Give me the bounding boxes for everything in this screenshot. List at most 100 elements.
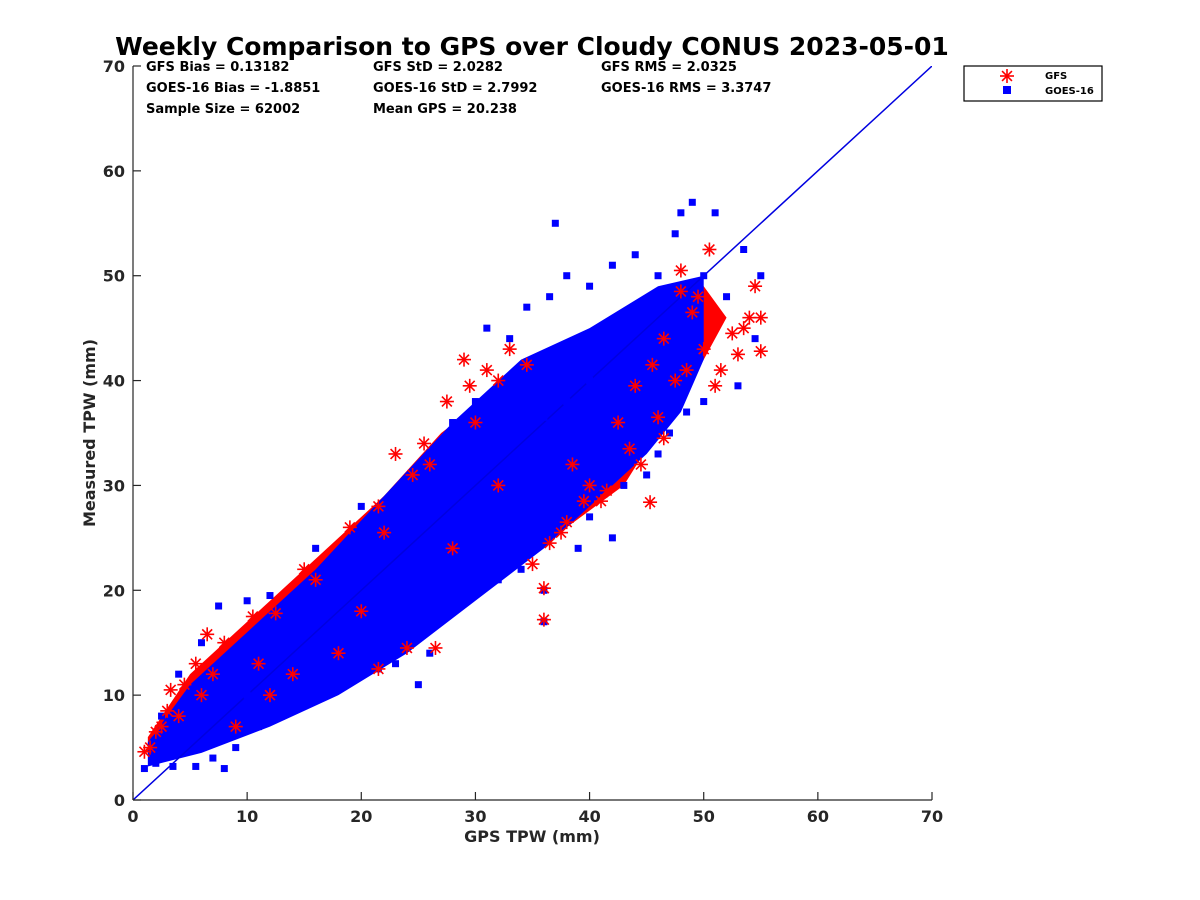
y-tick-label: 70 <box>103 57 125 76</box>
goes-point <box>220 765 228 773</box>
stat-text: GFS StD = 2.0282 <box>373 60 503 75</box>
x-tick-label: 60 <box>807 807 829 826</box>
goes-point <box>152 749 160 757</box>
goes-point <box>426 649 434 657</box>
gfs-point <box>736 321 751 336</box>
goes-point <box>654 272 662 280</box>
gfs-point <box>565 457 580 472</box>
goes-point <box>740 246 748 253</box>
gfs-point <box>656 431 671 446</box>
gfs-point <box>730 347 745 362</box>
gfs-point <box>160 703 175 718</box>
y-axis-label: Measured TPW (mm) <box>80 339 99 527</box>
goes-point <box>414 681 422 689</box>
gfs-point <box>559 515 574 530</box>
gfs-point <box>171 709 186 724</box>
gfs-point <box>673 263 688 278</box>
goes-point <box>197 639 205 647</box>
goes-point <box>403 565 411 573</box>
gfs-point <box>371 499 386 514</box>
gfs-point <box>228 719 243 734</box>
goes-point <box>323 670 331 678</box>
gfs-point <box>177 677 192 692</box>
gfs-point <box>576 494 591 509</box>
gfs-point <box>502 342 517 357</box>
goes-point <box>654 324 662 332</box>
goes-point <box>608 366 616 374</box>
goes-point <box>700 272 708 280</box>
stat-text: Mean GPS = 20.238 <box>373 102 517 117</box>
gfs-point <box>445 541 460 556</box>
goes-point <box>494 450 502 458</box>
gfs-point <box>679 363 694 378</box>
goes-point <box>140 765 148 773</box>
goes-point <box>192 762 200 770</box>
gfs-point <box>748 279 763 294</box>
goes-point <box>757 272 765 280</box>
gfs-point <box>651 410 666 425</box>
stat-text: GFS Bias = 0.13182 <box>146 60 289 75</box>
goes-point <box>158 712 166 720</box>
goes-dense-region <box>147 275 704 767</box>
goes-point <box>426 450 434 458</box>
x-tick-label: 30 <box>464 807 486 826</box>
goes-point <box>175 670 183 678</box>
goes-point <box>346 660 354 668</box>
goes-point <box>483 324 491 332</box>
goes-point <box>220 702 228 710</box>
goes-point <box>300 702 308 710</box>
gfs-point <box>217 635 232 650</box>
x-tick-label: 50 <box>693 807 715 826</box>
gfs-point <box>633 457 648 472</box>
goes-point <box>243 691 251 699</box>
goes-point <box>277 712 285 720</box>
goes-point <box>683 408 691 416</box>
gfs-point <box>245 609 260 624</box>
gfs-point <box>417 436 432 451</box>
gfs-point <box>388 446 403 461</box>
gfs-point <box>468 415 483 430</box>
gfs-point <box>297 562 312 577</box>
gfs-point <box>342 520 357 535</box>
goes-point <box>449 419 457 427</box>
goes-point <box>437 597 445 605</box>
y-tick-label: 50 <box>103 267 125 286</box>
gfs-point <box>691 289 706 304</box>
goes-point <box>232 744 240 752</box>
goes-point <box>540 413 548 421</box>
gfs-point <box>491 373 506 388</box>
goes-point <box>523 303 531 311</box>
goes-point <box>574 544 582 552</box>
y-tick-label: 0 <box>114 791 125 810</box>
x-tick-label: 40 <box>578 807 600 826</box>
gfs-point <box>611 415 626 430</box>
goes-point <box>551 219 559 227</box>
gfs-point <box>188 656 203 671</box>
gfs-point <box>643 495 658 510</box>
gfs-point <box>645 357 660 372</box>
gfs-point <box>377 525 392 540</box>
chart-title: Weekly Comparison to GPS over Cloudy CON… <box>115 32 949 61</box>
gfs-point <box>519 357 534 372</box>
goes-point <box>711 209 719 217</box>
goes-point <box>546 293 554 301</box>
goes-point <box>557 502 565 510</box>
gfs-point <box>457 352 472 367</box>
goes-point <box>449 492 457 500</box>
goes-point <box>403 481 411 489</box>
gfs-point <box>525 557 540 572</box>
goes-point <box>608 261 616 269</box>
gfs-point <box>399 640 414 655</box>
stat-text: Sample Size = 62002 <box>146 102 300 117</box>
gfs-point <box>143 740 158 755</box>
goes-point <box>677 303 685 311</box>
gfs-point <box>308 572 323 587</box>
gfs-point <box>702 242 717 257</box>
goes-point <box>688 198 696 206</box>
y-tick-label: 40 <box>103 372 125 391</box>
y-tick-label: 60 <box>103 162 125 181</box>
gfs-point <box>262 688 277 703</box>
goes-point <box>506 335 514 343</box>
goes-point <box>586 282 594 290</box>
goes-point <box>312 544 320 552</box>
